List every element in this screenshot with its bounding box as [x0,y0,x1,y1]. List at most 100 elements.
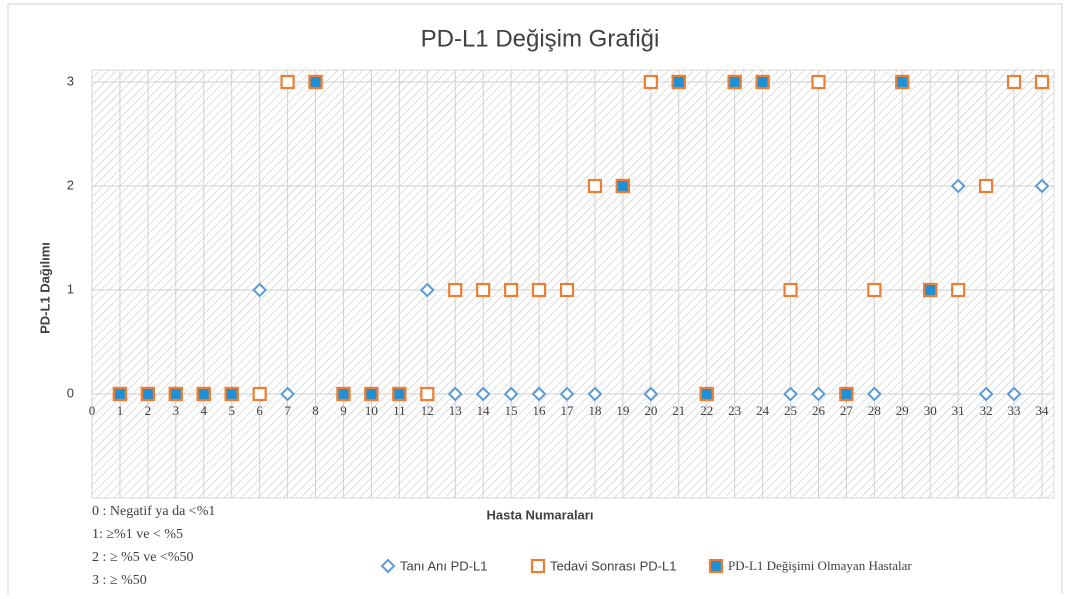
point [699,386,714,402]
point [503,386,519,402]
x-tick-label: 15 [505,403,518,418]
y-tick-label: 3 [67,73,74,88]
chart-title: PD-L1 Değişim Grafiği [421,25,660,52]
x-tick-label: 22 [700,403,713,418]
legend-label: PD-L1 Değişimi Olmayan Hastalar [728,558,912,573]
point [196,386,211,402]
x-tick-label: 19 [616,403,629,418]
x-tick-label: 31 [952,403,965,418]
point [224,386,239,402]
y-tick-label: 0 [67,385,74,400]
y-tick-label: 2 [67,177,74,192]
x-tick-label: 21 [672,403,685,418]
point [1006,386,1022,402]
x-tick-label: 28 [868,403,881,418]
point [476,282,491,298]
note: 3 : ≥ %50 [92,573,147,588]
point [504,282,519,298]
x-tick-label: 33 [1008,403,1021,418]
point [783,386,798,402]
y-axis-label: PD-L1 Dağılımı [37,242,52,334]
x-tick-label: 29 [896,403,909,418]
point [336,386,351,402]
note: 2 : ≥ %5 ve <%50 [92,550,194,565]
point [308,74,323,90]
point [448,282,463,298]
legend-label: Tedavi Sonrası PD-L1 [550,558,676,573]
point [252,386,267,402]
x-tick-label: 13 [449,403,462,418]
point [811,74,826,90]
point [979,178,994,194]
point [280,74,295,90]
x-tick-label: 3 [173,403,180,418]
point [531,282,547,298]
x-axis-label: Hasta Numaraları [487,507,594,522]
x-tick-label: 30 [924,403,937,418]
point [978,386,994,402]
point [559,282,575,298]
point [280,386,296,402]
point [392,386,407,402]
x-tick-label: 9 [340,403,347,418]
point [867,282,882,298]
point [783,282,798,298]
x-tick-label: 5 [228,403,235,418]
x-tick-label: 12 [421,403,434,418]
x-tick-label: 26 [812,403,826,418]
note: 1: ≥%1 ve < %5 [92,527,183,542]
point [1006,74,1022,90]
point [168,386,183,402]
point [866,386,882,402]
point [895,74,910,90]
point [615,178,630,194]
x-tick-label: 32 [980,403,993,418]
point [587,178,603,194]
point [951,282,966,298]
x-tick-label: 7 [284,403,291,418]
point [839,386,854,402]
x-tick-label: 2 [145,403,152,418]
x-tick-label: 17 [561,403,575,418]
x-tick-label: 1 [117,403,124,418]
point [252,282,268,298]
point [950,178,966,194]
point [643,386,659,402]
x-tick-label: 11 [393,403,406,418]
point [1034,74,1050,90]
point [643,74,658,90]
legend-marker [708,558,724,574]
point [671,74,686,90]
point [140,386,155,402]
point [364,386,379,402]
point [420,386,435,402]
x-tick-label: 23 [728,403,741,418]
x-tick-label: 18 [588,403,601,418]
x-tick-label: 10 [365,403,378,418]
point [755,74,770,90]
x-tick-label: 24 [756,403,770,418]
point [419,282,435,298]
x-tick-label: 27 [840,403,854,418]
point [447,386,463,402]
legend-marker [530,558,546,574]
x-tick-label: 20 [644,403,657,418]
point [559,386,575,402]
x-tick-label: 4 [201,403,208,418]
note: 0 : Negatif ya da <%1 [92,504,215,519]
x-tick-label: 25 [784,403,797,418]
point [475,386,491,402]
point [1034,178,1050,194]
point [727,74,742,90]
x-tick-label: 34 [1036,403,1050,418]
y-tick-label: 1 [67,281,74,296]
point [811,386,826,402]
point [587,386,603,402]
x-tick-label: 0 [89,403,96,418]
legend-label: Tanı Anı PD-L1 [400,558,487,573]
x-tick-label: 6 [256,403,263,418]
x-tick-label: 14 [477,403,491,418]
point [112,386,128,402]
x-tick-label: 8 [312,403,319,418]
